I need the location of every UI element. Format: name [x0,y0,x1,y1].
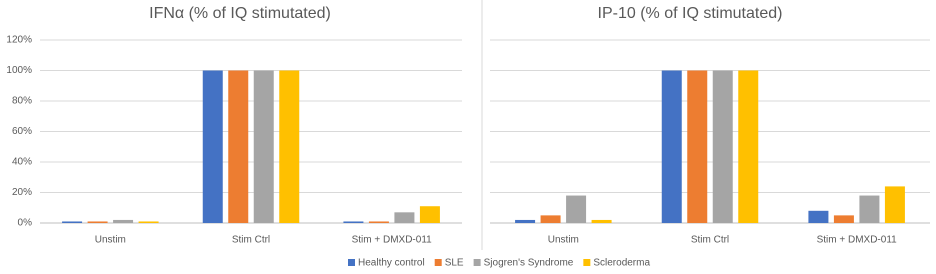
y-tick-label: 100% [6,65,32,76]
legend-swatch [434,259,442,266]
bar [228,70,249,223]
x-tick-label: Stim + DMXD-011 [817,235,898,246]
legend-label: Sjogren's Syndrome [484,258,574,269]
bar [343,221,364,223]
y-tick-label: 60% [12,126,32,137]
legend-label: Healthy control [358,258,425,269]
bar [884,186,905,223]
bar [138,221,159,223]
y-tick-label: 20% [12,187,32,198]
y-tick-label: 120% [6,35,32,46]
x-tick-label: Stim + DMXD-011 [352,235,433,246]
legend-label: SLE [445,258,464,269]
x-tick-label: Stim Ctrl [691,235,729,246]
bar [540,215,561,223]
chart-title: IFNα (% of IQ stimutated) [149,5,331,22]
legend-swatch [473,259,481,266]
legend-label: Scleroderma [593,258,650,269]
bar [833,215,854,223]
y-tick-label: 80% [12,96,32,107]
x-tick-label: Unstim [548,235,579,246]
bar [368,221,389,223]
bar [566,195,587,223]
bar [419,206,440,223]
bar [712,70,733,223]
bar [113,219,134,223]
chart-title: IP-10 (% of IQ stimutated) [598,5,783,22]
bar [661,70,682,223]
bar [394,212,415,223]
bar [253,70,274,223]
y-tick-label: 0% [18,218,33,229]
bar [808,210,829,223]
legend-swatch [583,259,591,266]
legend-swatch [348,259,355,266]
bar [279,70,300,223]
bar [87,221,108,223]
bar [687,70,708,223]
y-tick-label: 40% [12,157,32,168]
bar [738,70,759,223]
bar [202,70,223,223]
bar [62,221,83,223]
x-tick-label: Stim Ctrl [232,235,270,246]
bar [591,219,612,223]
bar [515,219,536,223]
bar [859,195,880,223]
x-tick-label: Unstim [95,235,126,246]
